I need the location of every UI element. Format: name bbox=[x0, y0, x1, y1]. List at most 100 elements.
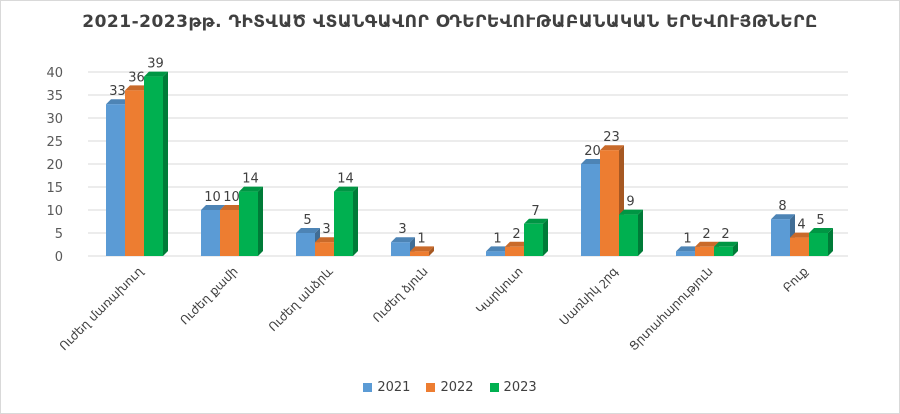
data-label: 14 bbox=[337, 172, 354, 187]
bar-top bbox=[809, 228, 833, 233]
y-tick-label: 15 bbox=[46, 181, 63, 196]
bar-top bbox=[125, 85, 149, 91]
data-label: 2 bbox=[702, 227, 710, 242]
data-label: 39 bbox=[147, 57, 164, 72]
y-tick-label: 40 bbox=[46, 66, 63, 81]
bar-top bbox=[486, 246, 510, 252]
bar-side bbox=[353, 186, 358, 256]
y-tick-label: 25 bbox=[46, 135, 63, 150]
bar-side bbox=[828, 228, 833, 256]
bar-top bbox=[600, 145, 624, 151]
bar-top bbox=[695, 241, 719, 247]
data-label: 20 bbox=[584, 144, 601, 159]
bar-top bbox=[619, 209, 643, 215]
chart-title: 2021-2023թթ. ԴԻՏՎԱԾ ՎՏԱՆԳԱՎՈՐ ՕԴԵՐԵՎՈՒԹԱ… bbox=[82, 12, 818, 32]
legend-item-2021: 2021 bbox=[363, 380, 410, 395]
x-tick-label: Կարկուտ bbox=[473, 264, 525, 316]
bar-top bbox=[315, 237, 339, 243]
data-label: 1 bbox=[683, 231, 691, 246]
data-label: 36 bbox=[128, 70, 145, 85]
data-label: 4 bbox=[797, 218, 805, 233]
data-label: 7 bbox=[531, 204, 539, 219]
y-tick-label: 0 bbox=[55, 250, 63, 265]
data-label: 33 bbox=[109, 84, 126, 99]
bar-top bbox=[676, 246, 700, 252]
bar bbox=[106, 104, 125, 256]
bar-side bbox=[258, 186, 263, 256]
bar-top bbox=[505, 241, 529, 247]
data-label: 9 bbox=[626, 195, 634, 210]
bar-side bbox=[429, 246, 434, 256]
data-label: 10 bbox=[204, 190, 221, 205]
data-label: 14 bbox=[242, 172, 259, 187]
data-label: 5 bbox=[303, 213, 311, 228]
data-label: 8 bbox=[778, 199, 786, 214]
data-label: 1 bbox=[493, 231, 501, 246]
bar bbox=[505, 246, 524, 256]
bar bbox=[676, 251, 695, 256]
legend-label-2022: 2022 bbox=[440, 380, 474, 395]
legend-label-2023: 2023 bbox=[503, 380, 537, 395]
bar-top bbox=[524, 218, 548, 224]
x-tick-label: Ուժեղ անձրև bbox=[266, 264, 336, 334]
bar bbox=[334, 191, 353, 256]
bar bbox=[790, 237, 809, 256]
legend-item-2023: 2023 bbox=[489, 380, 537, 395]
y-tick-label: 10 bbox=[46, 204, 63, 219]
bar-top bbox=[296, 228, 320, 233]
x-tick-label: Ուժեղ մառախուղ bbox=[57, 264, 146, 353]
data-label: 2 bbox=[512, 227, 520, 242]
bar bbox=[581, 164, 600, 256]
bar bbox=[771, 219, 790, 256]
bar bbox=[524, 223, 543, 256]
data-label: 3 bbox=[322, 222, 330, 237]
bar bbox=[201, 210, 220, 256]
bar-top bbox=[391, 237, 415, 243]
bar-top bbox=[714, 241, 738, 247]
bar-top bbox=[790, 232, 814, 238]
bar bbox=[220, 210, 239, 256]
x-tick-label: Ցրտահարություն bbox=[626, 264, 715, 353]
bar bbox=[391, 242, 410, 256]
bar bbox=[809, 233, 828, 256]
bar bbox=[600, 150, 619, 256]
legend-swatch-2023 bbox=[489, 383, 499, 392]
bar bbox=[144, 76, 163, 256]
bar-top bbox=[144, 71, 168, 77]
legend-swatch-2021 bbox=[363, 383, 373, 392]
bar-side bbox=[163, 71, 168, 256]
bar bbox=[315, 242, 334, 256]
legend-swatch-2022 bbox=[426, 383, 436, 392]
x-tick-label: Ուժեղ քամի bbox=[177, 264, 240, 327]
y-tick-label: 30 bbox=[46, 112, 63, 127]
bar-top bbox=[106, 99, 130, 105]
data-label: 23 bbox=[603, 130, 620, 145]
y-tick-label: 5 bbox=[55, 227, 63, 242]
legend-item-2022: 2022 bbox=[426, 380, 474, 395]
bar-top bbox=[220, 205, 244, 210]
data-label: 3 bbox=[398, 222, 406, 237]
data-label: 1 bbox=[417, 231, 425, 246]
y-tick-label: 35 bbox=[46, 89, 63, 104]
bar-top bbox=[581, 159, 605, 164]
bar bbox=[486, 251, 505, 256]
bar bbox=[619, 214, 638, 256]
bar-top bbox=[334, 186, 358, 192]
bar-side bbox=[733, 241, 738, 256]
x-tick-label: Սառնիկ շրգ bbox=[557, 264, 621, 328]
bar-top bbox=[771, 214, 795, 220]
x-tick-label: Ուժեղ ձյուն bbox=[370, 264, 431, 325]
x-tick-label: Բուք bbox=[780, 264, 811, 295]
legend-label-2021: 2021 bbox=[377, 380, 411, 395]
bar-top bbox=[201, 205, 225, 210]
bar bbox=[125, 90, 144, 257]
bar bbox=[296, 233, 315, 256]
bar bbox=[714, 246, 733, 256]
bar bbox=[410, 251, 429, 256]
bar bbox=[695, 246, 714, 256]
data-label: 2 bbox=[721, 227, 729, 242]
bar-top bbox=[410, 246, 434, 252]
data-label: 5 bbox=[816, 213, 824, 228]
data-label: 10 bbox=[223, 190, 240, 205]
